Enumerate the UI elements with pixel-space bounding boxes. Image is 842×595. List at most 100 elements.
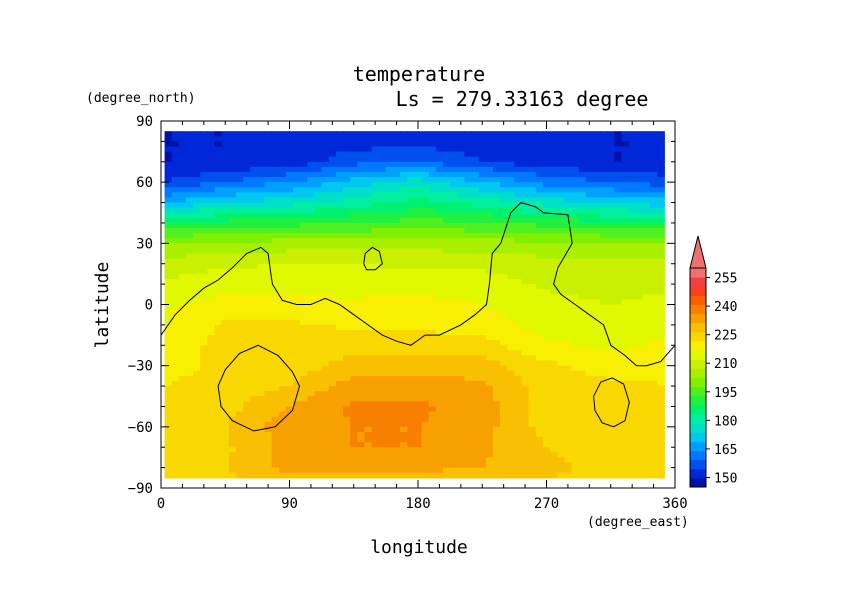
- heatmap-cell: [350, 401, 358, 408]
- heatmap-cell: [285, 192, 294, 199]
- heatmap-cell: [250, 187, 258, 193]
- heatmap-cell: [507, 212, 515, 219]
- heatmap-cell: [178, 401, 187, 408]
- heatmap-cell: [350, 462, 358, 469]
- heatmap-cell: [278, 151, 287, 158]
- heatmap-cell: [421, 304, 430, 311]
- heatmap-cell: [407, 396, 416, 402]
- heatmap-cell: [357, 319, 366, 326]
- heatmap-cell: [193, 421, 201, 428]
- heatmap-cell: [550, 192, 558, 199]
- heatmap-cell: [607, 258, 615, 265]
- heatmap-cell: [393, 268, 401, 275]
- heatmap-cell: [614, 268, 623, 275]
- heatmap-cell: [193, 197, 201, 204]
- heatmap-cell: [300, 335, 308, 341]
- heatmap-cell: [200, 319, 208, 326]
- heatmap-cell: [414, 401, 423, 408]
- heatmap-cell: [442, 421, 451, 428]
- heatmap-cell: [278, 324, 287, 331]
- heatmap-cell: [485, 268, 494, 275]
- heatmap-cell: [243, 335, 251, 341]
- heatmap-cell: [200, 207, 208, 214]
- heatmap-cell: [335, 457, 344, 464]
- heatmap-cell: [464, 299, 473, 306]
- heatmap-cell: [564, 355, 573, 362]
- heatmap-cell: [343, 222, 351, 229]
- heatmap-cell: [435, 299, 444, 306]
- heatmap-cell: [635, 426, 644, 433]
- heatmap-cell: [428, 212, 437, 219]
- heatmap-cell: [528, 329, 537, 336]
- heatmap-cell: [521, 197, 530, 204]
- heatmap-cell: [564, 141, 573, 148]
- heatmap-cell: [385, 253, 394, 260]
- heatmap-cell: [264, 350, 273, 357]
- heatmap-cell: [200, 416, 208, 423]
- heatmap-cell: [471, 161, 480, 168]
- heatmap-cell: [293, 350, 301, 357]
- heatmap-cell: [600, 406, 608, 413]
- heatmap-cell: [221, 263, 230, 270]
- heatmap-cell: [414, 166, 423, 173]
- heatmap-cell: [542, 477, 551, 479]
- heatmap-cell: [200, 187, 208, 193]
- heatmap-cell: [478, 401, 487, 408]
- heatmap-cell: [300, 258, 308, 265]
- heatmap-cell: [214, 238, 223, 244]
- heatmap-cell: [335, 156, 344, 163]
- heatmap-cell: [557, 136, 565, 142]
- heatmap-cell: [400, 462, 408, 469]
- heatmap-cell: [214, 146, 223, 153]
- heatmap-cell: [278, 477, 287, 479]
- heatmap-cell: [528, 406, 537, 413]
- heatmap-cell: [642, 304, 651, 311]
- heatmap-cell: [407, 217, 416, 224]
- heatmap-cell: [350, 355, 358, 362]
- heatmap-cell: [350, 406, 358, 413]
- heatmap-cell: [500, 202, 508, 209]
- heatmap-cell: [378, 284, 387, 290]
- heatmap-cell: [464, 141, 473, 148]
- heatmap-cell: [200, 467, 208, 474]
- heatmap-cell: [164, 289, 173, 295]
- heatmap-cell: [442, 187, 451, 193]
- heatmap-cell: [492, 335, 501, 341]
- heatmap-cell: [657, 182, 665, 188]
- heatmap-cell: [357, 416, 366, 423]
- heatmap-cell: [521, 131, 530, 137]
- heatmap-cell: [407, 411, 416, 418]
- chart-title-block: temperature Ls = 279.33163 degree: [353, 62, 649, 111]
- heatmap-cell: [407, 192, 416, 199]
- heatmap-cell: [557, 411, 565, 418]
- heatmap-cell: [321, 273, 330, 280]
- heatmap-cell: [385, 171, 394, 178]
- heatmap-cell: [564, 289, 573, 295]
- heatmap-cell: [407, 238, 416, 244]
- heatmap-cell: [221, 426, 230, 433]
- heatmap-cell: [492, 187, 501, 193]
- heatmap-cell: [235, 457, 244, 464]
- heatmap-cell: [521, 304, 530, 311]
- heatmap-cell: [221, 151, 230, 158]
- heatmap-cell: [571, 380, 580, 387]
- heatmap-cell: [557, 396, 565, 402]
- heatmap-cell: [607, 141, 615, 148]
- heatmap-cell: [607, 365, 615, 372]
- heatmap-cell: [393, 222, 401, 229]
- heatmap-cell: [457, 161, 465, 168]
- heatmap-cell: [635, 319, 644, 326]
- heatmap-cell: [235, 401, 244, 408]
- heatmap-cell: [228, 273, 237, 280]
- heatmap-cell: [521, 426, 530, 433]
- heatmap-cell: [343, 457, 351, 464]
- heatmap-cell: [164, 355, 173, 362]
- heatmap-cell: [243, 304, 251, 311]
- heatmap-cell: [485, 299, 494, 306]
- colorbar-bin: [690, 459, 706, 470]
- heatmap-cell: [400, 431, 408, 438]
- heatmap-cell: [171, 141, 180, 148]
- heatmap-cell: [200, 136, 208, 142]
- heatmap-cell: [442, 447, 451, 453]
- heatmap-cell: [492, 243, 501, 250]
